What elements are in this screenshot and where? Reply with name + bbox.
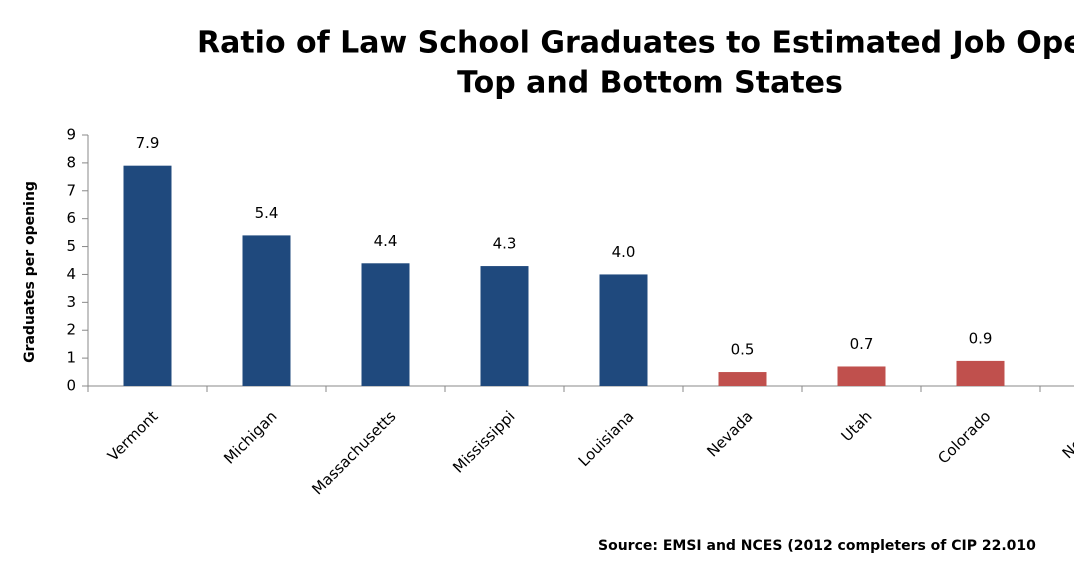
bar: [718, 372, 767, 386]
bar: [480, 266, 529, 386]
y-tick-label: 1: [66, 349, 76, 367]
y-tick-label: 0: [66, 377, 76, 395]
y-tick-label: 9: [66, 126, 76, 144]
y-tick-label: 5: [66, 237, 76, 255]
chart-title: Top and Bottom States: [457, 66, 843, 101]
value-label: 0.9: [969, 329, 993, 347]
bar: [361, 263, 410, 386]
y-tick-label: 2: [66, 321, 76, 339]
x-tick-label: Louisiana: [575, 407, 638, 470]
x-tick-label: Utah: [838, 407, 876, 445]
x-tick-label: Mississippi: [449, 407, 518, 476]
x-tick-label: New Me: [1059, 407, 1074, 462]
value-label: 0.7: [850, 335, 874, 353]
y-axis-label: Graduates per opening: [22, 181, 38, 363]
value-label: 7.9: [136, 134, 160, 152]
x-tick-label: Nevada: [703, 407, 756, 460]
bar: [837, 366, 886, 386]
bar: [242, 235, 291, 386]
bar: [123, 165, 172, 386]
value-label: 0.5: [731, 341, 755, 359]
x-tick-label: Massachusetts: [308, 407, 399, 498]
y-tick-label: 3: [66, 293, 76, 311]
value-label: 4.4: [374, 232, 398, 250]
y-tick-label: 7: [66, 181, 76, 199]
value-label: 4.3: [493, 235, 517, 253]
value-label: 5.4: [255, 204, 279, 222]
chart-title: Ratio of Law School Graduates to Estimat…: [197, 26, 1074, 61]
y-tick-label: 8: [66, 153, 76, 171]
bar: [599, 274, 648, 386]
value-label: 4.0: [612, 243, 636, 261]
bar: [956, 360, 1005, 386]
source-note: Source: EMSI and NCES (2012 completers o…: [598, 538, 1036, 554]
x-tick-label: Colorado: [934, 407, 994, 467]
x-tick-label: Vermont: [104, 407, 162, 465]
x-tick-label: Michigan: [220, 407, 280, 467]
y-tick-label: 4: [66, 265, 76, 283]
y-tick-label: 6: [66, 209, 76, 227]
